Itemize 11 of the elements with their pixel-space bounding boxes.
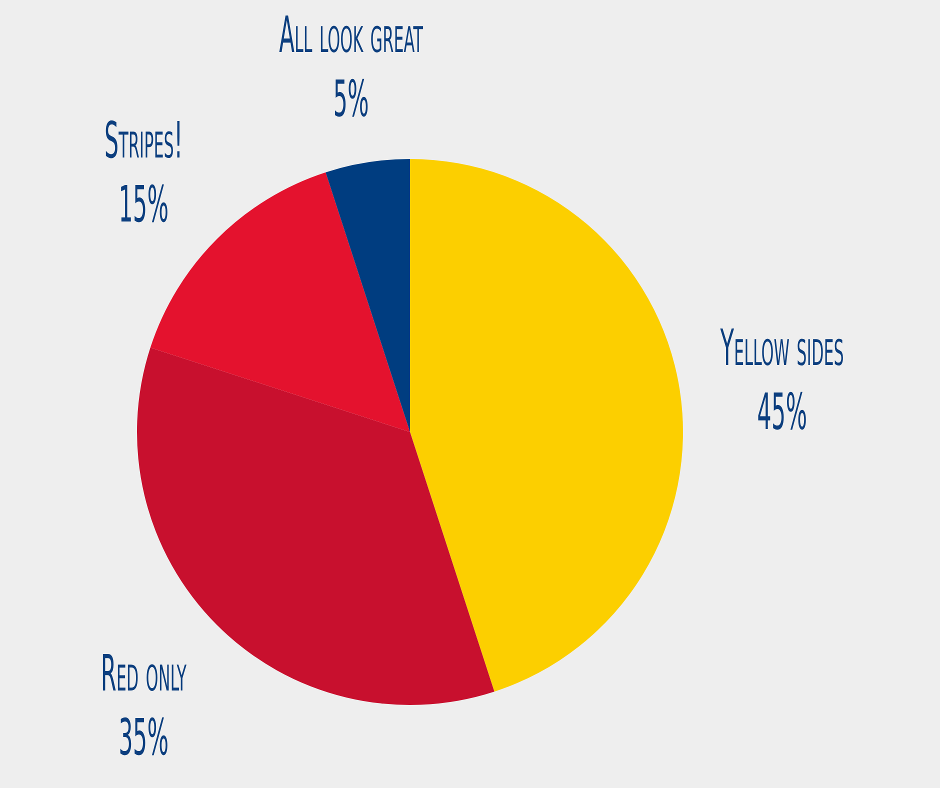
slice-label: Yellow sides: [720, 320, 844, 378]
slice-label: All look great: [279, 6, 424, 65]
data-label: 5%: [333, 70, 369, 129]
pie-slice: [326, 159, 410, 432]
data-label: 45%: [757, 384, 808, 442]
data-label: 35%: [118, 708, 169, 768]
pie-slice: [410, 159, 683, 692]
data-label: 15%: [118, 176, 169, 234]
pie-slice: [137, 348, 494, 705]
slice-label: Red only: [100, 644, 187, 704]
slice-label: Stripes!: [104, 112, 183, 170]
